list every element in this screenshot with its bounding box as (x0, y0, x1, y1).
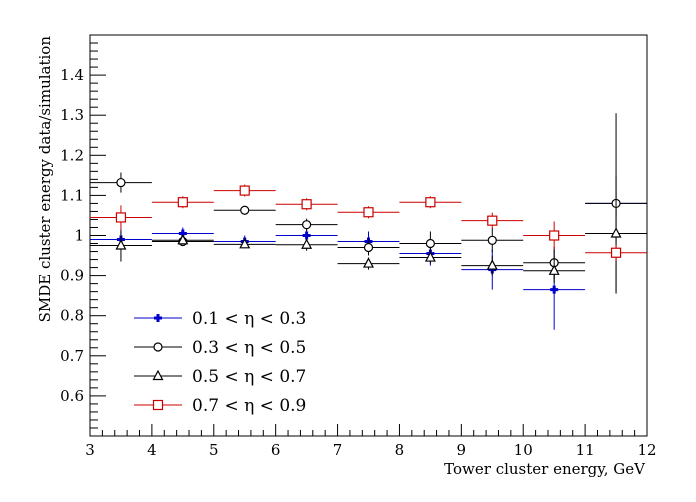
data-point (550, 285, 559, 294)
x-tick-label: 4 (147, 441, 157, 459)
y-axis-title: SMDE cluster energy data/simulation (36, 36, 54, 323)
data-point (549, 230, 560, 241)
x-tick-label: 10 (514, 441, 533, 459)
cross-v (181, 229, 185, 238)
legend: 0.1 < η < 0.3 0.3 < η < 0.5 0.5 < η < 0.7 0… (134, 309, 306, 416)
y-tick-label: 0.7 (60, 347, 84, 365)
legend-label: 0.7 < η < 0.9 (192, 396, 306, 416)
data-point (487, 235, 497, 245)
y-tick-label: 0.6 (60, 387, 84, 405)
x-axis-title: Tower cluster energy, GeV (444, 460, 646, 478)
data-point (610, 227, 622, 238)
legend-item: 0.5 < η < 0.7 (134, 367, 306, 387)
cross-v (305, 231, 309, 240)
legend-marker (152, 369, 164, 381)
data-point (240, 205, 250, 215)
legend-item: 0.3 < η < 0.5 (134, 338, 306, 358)
data-point (178, 229, 187, 238)
data-point (301, 199, 312, 210)
x-tick-label: 9 (457, 441, 467, 459)
ticks-layer: 3 4 5 6 7 8 9 10 11 12 0.6 0.7 0.8 0.9 1 1.1 1.2 1.3 1.4 (60, 42, 657, 459)
legend-item: 0.7 < η < 0.9 (134, 396, 306, 416)
data-point (425, 197, 436, 208)
y-tick-label: 1.4 (60, 66, 84, 84)
data-point (302, 231, 311, 240)
data-point (424, 251, 436, 262)
data-point (487, 215, 498, 226)
data-layer (90, 113, 647, 330)
legend-label: 0.5 < η < 0.7 (192, 367, 306, 387)
y-tick-label: 0.9 (60, 267, 84, 285)
series-4 (90, 184, 647, 261)
legend-marker (153, 342, 163, 352)
legend-label: 0.3 < η < 0.5 (192, 338, 306, 358)
data-point (177, 234, 189, 245)
x-tick-label: 11 (576, 441, 595, 459)
x-tick-label: 8 (395, 441, 405, 459)
y-tick-label: 1.3 (60, 106, 84, 124)
data-point (301, 238, 313, 249)
data-point (548, 264, 560, 275)
data-point (116, 177, 126, 188)
series-3 (90, 175, 647, 292)
data-point (363, 257, 374, 268)
y-tick-label: 1.2 (60, 146, 84, 164)
x-tick-label: 3 (85, 441, 95, 459)
data-point (239, 185, 250, 196)
data-point (302, 220, 312, 230)
legend-item: 0.1 < η < 0.3 (134, 309, 306, 329)
legend-label: 0.1 < η < 0.3 (192, 309, 306, 329)
data-point (425, 238, 435, 249)
data-point (115, 239, 127, 250)
data-point (610, 247, 622, 258)
cross-v (552, 285, 556, 294)
data-point (239, 238, 251, 249)
data-point (363, 207, 374, 218)
legend-marker (152, 399, 164, 411)
x-tick-label: 7 (333, 441, 343, 459)
legend-marker (154, 314, 162, 322)
cross-v (156, 314, 160, 322)
y-tick-label: 0.8 (60, 307, 84, 325)
data-point (486, 259, 498, 270)
y-tick-label: 1.1 (60, 186, 84, 204)
data-point (115, 212, 127, 223)
x-tick-label: 12 (637, 441, 656, 459)
y-tick-label: 1 (74, 227, 84, 245)
data-point (177, 197, 188, 208)
data-point (363, 242, 374, 253)
x-tick-label: 5 (209, 441, 219, 459)
x-tick-label: 6 (271, 441, 281, 459)
